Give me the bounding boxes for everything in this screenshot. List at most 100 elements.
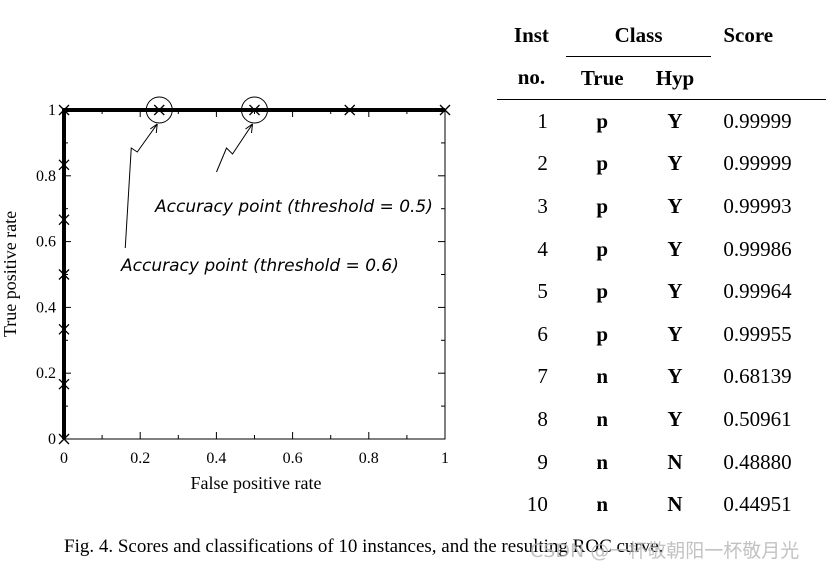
cell-hyp: N — [667, 449, 683, 474]
marker-stroke — [153, 104, 165, 116]
header-score-blank — [711, 56, 826, 100]
annotation-arrowhead — [149, 123, 158, 134]
cell-true: n — [596, 492, 609, 517]
cell-hyp: Y — [667, 279, 683, 304]
cell-true: p — [596, 108, 609, 133]
table-row: 7 n Y 0.68139 — [497, 356, 826, 399]
marker-stroke — [58, 323, 70, 335]
y-tick-label: 0.6 — [36, 234, 56, 251]
cell-inst: 8 — [537, 406, 548, 431]
data-point — [58, 433, 70, 445]
cell-score: 0.99986 — [723, 236, 792, 261]
header-hyp: Hyp — [638, 56, 712, 100]
cell-hyp: Y — [667, 108, 683, 133]
annotation-arrow — [216, 123, 253, 173]
annotation-arrowhead — [245, 123, 253, 134]
x-tick-label: 1 — [441, 450, 449, 467]
cell-score: 0.99964 — [723, 279, 792, 304]
cell-inst: 7 — [537, 364, 548, 389]
cell-score: 0.99993 — [723, 193, 792, 218]
marker-stroke — [58, 269, 70, 280]
cell-inst: 10 — [526, 492, 548, 517]
cell-inst: 4 — [537, 236, 548, 261]
x-tick-label: 0.2 — [130, 450, 150, 467]
annotation-label: Accuracy point (threshold = 0.6) — [120, 256, 399, 276]
table-row: 4 p Y 0.99986 — [497, 228, 826, 271]
cell-inst: 2 — [537, 151, 548, 176]
table-header-row: Inst Class Score — [497, 14, 826, 57]
annotation-arrow — [124, 123, 158, 249]
marker-stroke — [58, 378, 70, 390]
header-inst-no: no. — [497, 56, 566, 100]
cell-score: 0.68139 — [723, 364, 792, 389]
cell-score: 0.99999 — [723, 108, 792, 133]
axis-tick-labels: 0 0.2 0.4 0.6 0.8 1 0 0.2 0.4 0.6 0.8 1 — [36, 102, 449, 467]
marker-stroke — [249, 104, 260, 116]
y-tick-label: 0 — [48, 431, 56, 448]
header-score: Score — [723, 22, 774, 47]
figure-caption: Fig. 4. Scores and classifications of 10… — [64, 536, 664, 557]
data-point — [58, 378, 70, 390]
cell-true: p — [596, 321, 609, 346]
cell-hyp: Y — [667, 406, 683, 431]
y-tick-label: 1 — [48, 102, 56, 119]
table-row: 10 n N 0.44951 — [497, 483, 826, 526]
data-point — [58, 159, 70, 171]
cell-score: 0.44951 — [723, 492, 792, 517]
marker-stroke — [344, 104, 356, 116]
y-tick-label: 0.4 — [36, 299, 56, 316]
marker-stroke — [58, 433, 70, 445]
data-point — [58, 323, 70, 335]
data-point — [153, 104, 165, 116]
cell-true: n — [596, 406, 609, 431]
cell-score: 0.99955 — [723, 321, 792, 346]
header-inst: Inst — [513, 22, 549, 47]
header-class: Class — [565, 14, 712, 57]
cell-hyp: N — [667, 492, 683, 517]
table-subheader-row: no. True Hyp — [497, 56, 826, 100]
x-tick-label: 0.4 — [206, 450, 226, 467]
cell-score: 0.50961 — [723, 406, 792, 431]
y-tick-label: 0.2 — [36, 365, 56, 382]
data-point — [249, 104, 260, 116]
header-true: True — [565, 56, 639, 100]
accuracy-point-circle — [145, 96, 173, 124]
table-row: 6 p Y 0.99955 — [497, 313, 826, 356]
cell-hyp: Y — [667, 364, 683, 389]
scores-table: Inst Class Score no. True Hyp 1 p Y 0.99999… — [497, 14, 826, 526]
x-axis-label: False positive rate — [191, 473, 322, 493]
data-point — [439, 104, 451, 116]
annotation-label: Accuracy point (threshold = 0.5) — [154, 197, 433, 217]
accuracy-point-circle — [241, 96, 268, 124]
cell-inst: 3 — [537, 193, 548, 218]
cell-true: p — [596, 151, 609, 176]
data-point — [58, 214, 70, 226]
cell-true: p — [596, 236, 609, 261]
cell-inst: 9 — [537, 449, 548, 474]
marker-stroke — [58, 214, 70, 226]
cell-inst: 1 — [537, 108, 548, 133]
x-tick-label: 0.8 — [359, 450, 379, 467]
marker-stroke — [58, 159, 70, 171]
table-row: 5 p Y 0.99964 — [497, 270, 826, 313]
cell-hyp: Y — [667, 236, 683, 261]
cell-true: n — [596, 449, 609, 474]
data-point — [58, 269, 70, 280]
cell-hyp: Y — [667, 321, 683, 346]
data-point — [58, 104, 70, 116]
table-row: 3 p Y 0.99993 — [497, 185, 826, 228]
table-row: 9 n N 0.48880 — [497, 441, 826, 484]
table-row: 8 n Y 0.50961 — [497, 398, 826, 441]
marker-stroke — [439, 104, 451, 116]
cell-hyp: Y — [667, 151, 683, 176]
x-tick-label: 0 — [60, 450, 68, 467]
roc-markers — [58, 104, 451, 445]
marker-stroke — [58, 104, 70, 116]
table-row: 1 p Y 0.99999 — [497, 100, 826, 143]
cell-inst: 5 — [537, 279, 548, 304]
cell-hyp: Y — [667, 193, 683, 218]
cell-true: p — [596, 193, 609, 218]
cell-score: 0.48880 — [723, 449, 792, 474]
cell-score: 0.99999 — [723, 151, 792, 176]
cell-true: n — [596, 364, 609, 389]
